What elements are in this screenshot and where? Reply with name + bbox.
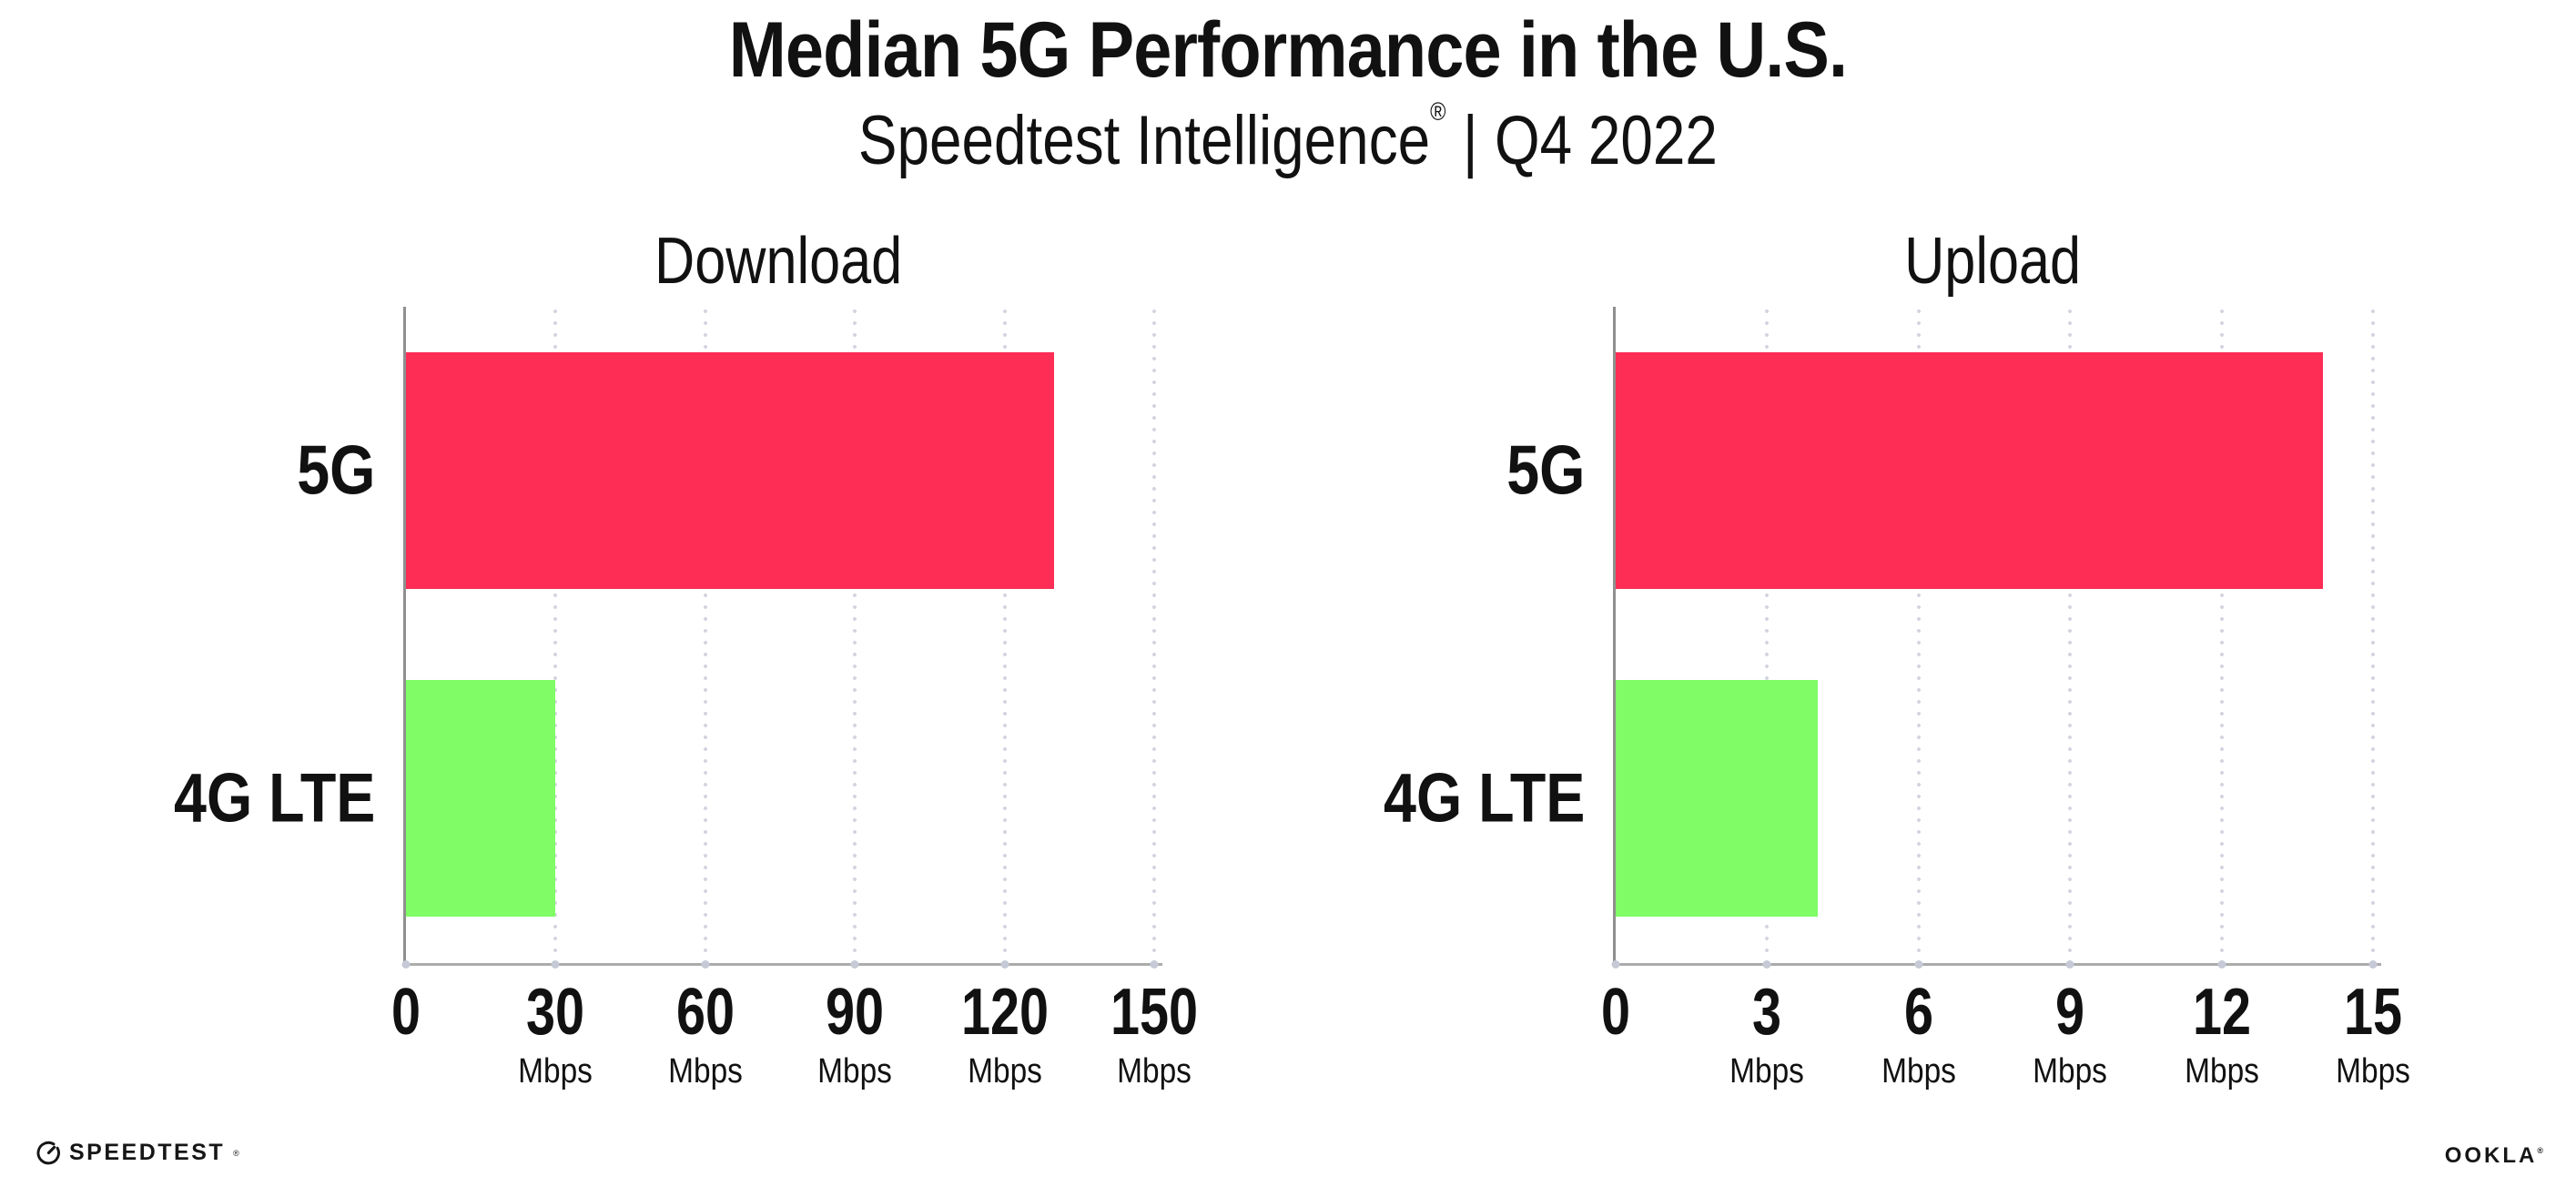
subtitle-product: Speedtest Intelligence	[857, 102, 1431, 179]
category-label-5g: 5G	[296, 431, 375, 510]
page-subtitle-text: Speedtest Intelligence® | Q4 2022	[858, 98, 1718, 178]
x-tick-unit: Mbps	[518, 1052, 593, 1090]
registered-trademark-symbol: ®	[1430, 97, 1446, 126]
upload-x-axis-line	[1613, 963, 2381, 966]
axis-tick-dot	[850, 960, 859, 969]
x-tick-unit: Mbps	[2336, 1052, 2410, 1090]
gridline	[553, 307, 558, 963]
upload-chart-title: Upload	[1904, 225, 2082, 298]
gridline	[703, 307, 707, 963]
axis-tick-dot	[401, 960, 411, 969]
gridline	[2371, 307, 2375, 963]
x-tick-unit: Mbps	[2033, 1052, 2108, 1090]
x-tick-label: 15 Mbps	[2331, 979, 2416, 1089]
gridline	[1152, 307, 1156, 963]
x-tick-label: 0	[1597, 979, 1634, 1045]
x-tick-value: 150	[1110, 976, 1199, 1049]
subtitle-separator: |	[1463, 102, 1478, 179]
download-plot-area: 0 30 Mbps 60 Mbps 90 Mbps 120 Mbps 150 Mbps 5G 4G LT…	[174, 307, 1198, 1089]
x-tick-label: 30 Mbps	[513, 979, 598, 1089]
x-tick-value: 30	[526, 976, 585, 1049]
x-tick-value: 0	[390, 976, 421, 1049]
x-tick-label: 150 Mbps	[1100, 979, 1209, 1089]
gridline	[2219, 307, 2224, 963]
ookla-logo: OOKLA®	[2445, 1143, 2543, 1169]
x-tick-value: 12	[2192, 976, 2251, 1049]
axis-tick-dot	[701, 960, 710, 969]
x-tick-label: 120 Mbps	[950, 979, 1060, 1089]
axis-tick-dot	[2368, 960, 2378, 969]
download-gridlines	[406, 307, 1156, 963]
x-tick-value: 60	[675, 976, 735, 1049]
upload-bars	[1616, 307, 2373, 963]
gridline	[1765, 307, 1770, 963]
x-tick-unit: Mbps	[1881, 1052, 1956, 1090]
axis-tick-dot	[1762, 960, 1771, 969]
axis-tick-dot	[1611, 960, 1620, 969]
axis-tick-dot	[2065, 960, 2074, 969]
upload-plot-area: 0 3 Mbps 6 Mbps 9 Mbps 12 Mbps 15 Mbps 5G 4G LTE	[1384, 307, 2410, 1089]
page-title: Median 5G Performance in the U.S.	[0, 6, 2576, 94]
category-label-5g: 5G	[1506, 431, 1585, 510]
speedtest-gauge-icon	[36, 1141, 61, 1165]
gridline	[1002, 307, 1007, 963]
category-label-4g-lte: 4G LTE	[173, 759, 375, 837]
axis-tick-dot	[1914, 960, 1923, 969]
ookla-wordmark: OOKLA	[2444, 1143, 2538, 1168]
x-tick-label: 90 Mbps	[813, 979, 898, 1089]
download-chart-title: Download	[654, 225, 903, 298]
x-tick-unit: Mbps	[2184, 1052, 2259, 1090]
x-tick-label: 6 Mbps	[1876, 979, 1961, 1089]
axis-tick-dot	[2217, 960, 2226, 969]
axis-tick-dot	[1000, 960, 1009, 969]
x-tick-value: 9	[2055, 976, 2085, 1049]
x-tick-value: 90	[826, 976, 885, 1049]
x-tick-unit: Mbps	[817, 1052, 893, 1090]
speedtest-trademark-symbol: ®	[233, 1148, 239, 1158]
speedtest-logo: SPEEDTEST ®	[36, 1140, 239, 1166]
category-label-4g-lte: 4G LTE	[1383, 759, 1585, 837]
axis-tick-dot	[551, 960, 560, 969]
bar-5g	[406, 352, 1055, 589]
page-subtitle: Speedtest Intelligence® | Q4 2022	[0, 98, 2576, 178]
gridline	[853, 307, 857, 963]
x-tick-value: 15	[2343, 976, 2403, 1049]
x-tick-label: 60 Mbps	[663, 979, 747, 1089]
bar-4g-lte	[1616, 680, 1818, 917]
x-tick-unit: Mbps	[967, 1052, 1042, 1090]
axis-tick-dot	[1150, 960, 1159, 969]
x-tick-unit: Mbps	[1729, 1052, 1805, 1090]
x-tick-label: 12 Mbps	[2179, 979, 2264, 1089]
gridline	[2068, 307, 2073, 963]
page-title-text: Median 5G Performance in the U.S.	[728, 6, 1848, 94]
x-tick-label: 9 Mbps	[2028, 979, 2113, 1089]
x-tick-value: 0	[1600, 976, 1631, 1049]
x-tick-value: 3	[1752, 976, 1782, 1049]
download-x-axis-line	[403, 963, 1162, 966]
x-tick-value: 6	[1903, 976, 1933, 1049]
upload-gridlines	[1616, 307, 2375, 963]
x-tick-unit: Mbps	[667, 1052, 743, 1090]
x-tick-unit: Mbps	[1117, 1052, 1192, 1090]
x-tick-label: 3 Mbps	[1725, 979, 1810, 1089]
x-tick-value: 120	[960, 976, 1049, 1049]
bar-5g	[1616, 352, 2323, 589]
subtitle-period: Q4 2022	[1495, 102, 1719, 179]
bar-4g-lte	[406, 680, 556, 917]
speedtest-wordmark: SPEEDTEST	[69, 1140, 226, 1165]
gridline	[1916, 307, 1921, 963]
download-bars	[406, 307, 1154, 963]
x-tick-label: 0	[388, 979, 424, 1045]
ookla-trademark-symbol: ®	[2537, 1146, 2543, 1155]
